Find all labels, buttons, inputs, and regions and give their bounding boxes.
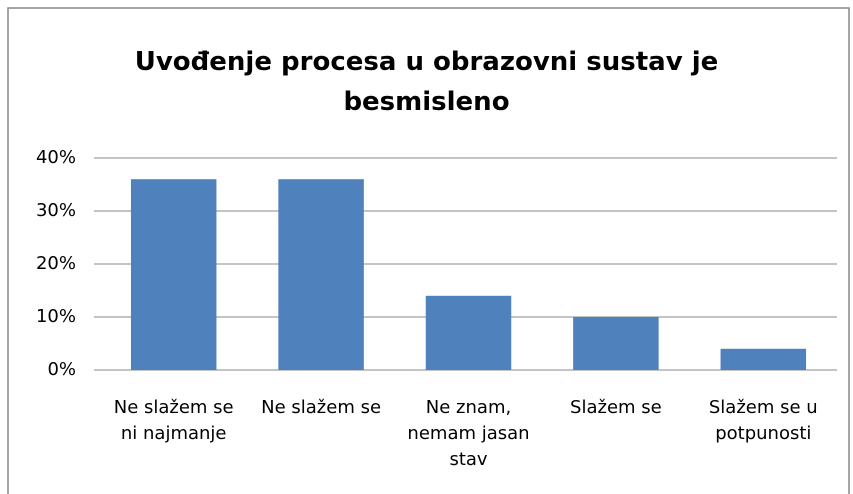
y-tick-label: 30% [36, 200, 76, 221]
x-tick-label: Ne znam, nemam jasan stav [407, 397, 530, 470]
bar [278, 179, 364, 370]
y-tick-label: 10% [36, 306, 76, 327]
y-tick-label: 20% [36, 253, 76, 274]
x-tick-label: Ne slažem se ni najmanje [113, 397, 234, 444]
y-tick-label: 40% [36, 147, 76, 168]
bar [130, 179, 217, 370]
y-tick-label: 0% [47, 359, 76, 380]
x-tick-label: Slažem se u potpunosti [708, 397, 818, 444]
bar [573, 317, 659, 370]
bar [425, 295, 512, 370]
x-tick-label: Slažem se [570, 397, 662, 418]
chart-title: Uvođenje procesa u obrazovni sustav je b… [134, 47, 719, 117]
bar [720, 348, 807, 370]
x-tick-label: Ne slažem se [261, 397, 382, 418]
